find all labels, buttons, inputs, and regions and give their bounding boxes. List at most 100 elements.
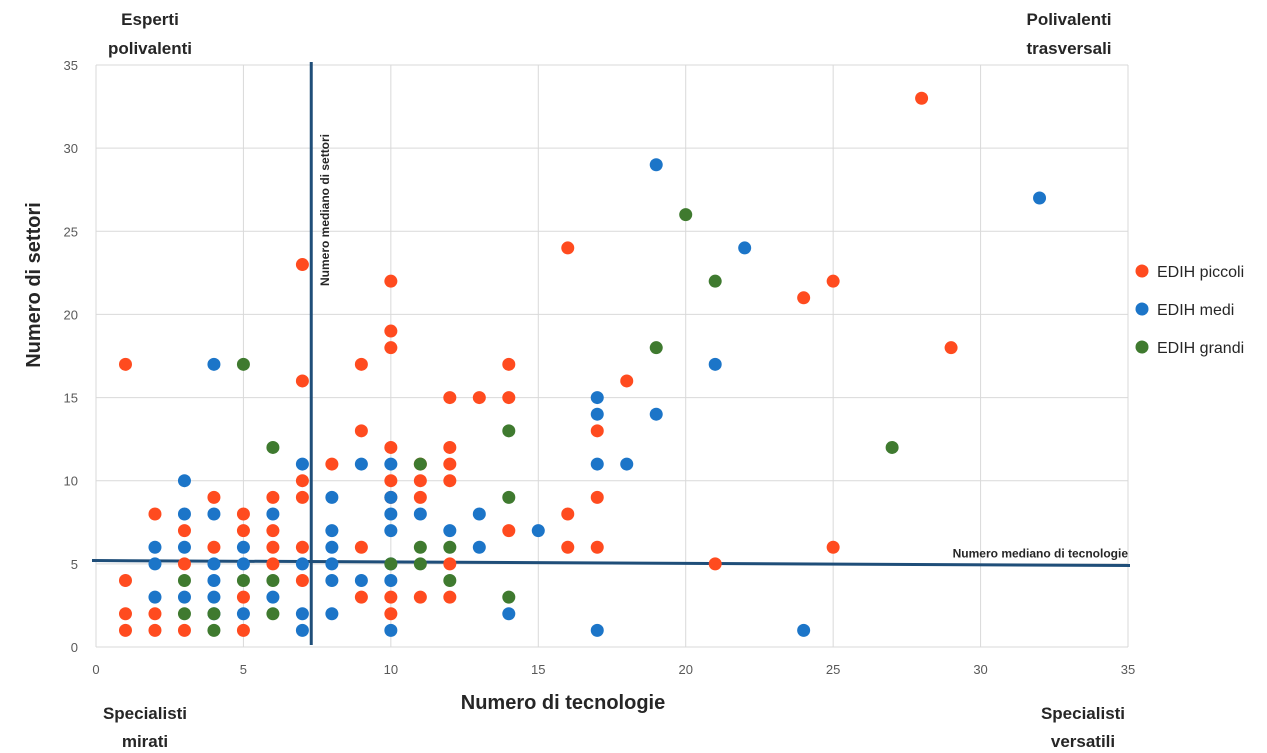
y-tick-label: 30 (64, 141, 78, 156)
data-point (296, 557, 309, 570)
data-point (178, 557, 191, 570)
data-point (414, 458, 427, 471)
data-point (178, 607, 191, 620)
data-point (325, 541, 338, 554)
data-point (1033, 192, 1046, 205)
data-point (296, 607, 309, 620)
legend-label: EDIH medi (1157, 302, 1234, 319)
y-axis-title: Numero di settori (23, 202, 45, 368)
data-point (384, 491, 397, 504)
data-point (591, 624, 604, 637)
data-point (827, 541, 840, 554)
data-point (502, 424, 515, 437)
data-point (296, 458, 309, 471)
x-axis-title: Numero di tecnologie (461, 692, 665, 714)
data-point (620, 374, 633, 387)
data-point (384, 607, 397, 620)
data-point (325, 607, 338, 620)
data-point (591, 491, 604, 504)
data-point (355, 358, 368, 371)
data-point (237, 591, 250, 604)
data-point (207, 574, 220, 587)
x-tick-label: 5 (240, 662, 247, 677)
data-point (650, 408, 663, 421)
legend-marker (1136, 303, 1149, 316)
data-point (178, 624, 191, 637)
data-point (650, 158, 663, 171)
data-point (738, 241, 751, 254)
data-point (384, 524, 397, 537)
data-point (325, 574, 338, 587)
data-point (266, 524, 279, 537)
legend-label: EDIH grandi (1157, 340, 1244, 357)
data-point (532, 524, 545, 537)
data-point (178, 474, 191, 487)
data-point (384, 458, 397, 471)
data-point (325, 491, 338, 504)
data-point (296, 374, 309, 387)
data-point (237, 624, 250, 637)
data-point (355, 591, 368, 604)
data-point (443, 541, 456, 554)
data-point (797, 624, 810, 637)
data-point (945, 341, 958, 354)
data-point (148, 507, 161, 520)
quadrant-bottom-left-line1: Specialisti (103, 704, 187, 723)
data-point (915, 92, 928, 105)
data-point (119, 624, 132, 637)
x-tick-label: 15 (531, 662, 545, 677)
x-tick-label: 20 (678, 662, 692, 677)
data-point (119, 607, 132, 620)
data-point (237, 541, 250, 554)
data-point (797, 291, 810, 304)
y-tick-label: 35 (64, 58, 78, 73)
data-point (502, 358, 515, 371)
data-point (502, 491, 515, 504)
data-point (443, 591, 456, 604)
data-point (296, 624, 309, 637)
data-point (237, 507, 250, 520)
data-point (296, 491, 309, 504)
data-point (148, 541, 161, 554)
data-point (355, 424, 368, 437)
x-tick-label: 35 (1121, 662, 1135, 677)
data-point (591, 391, 604, 404)
data-point (414, 591, 427, 604)
data-point (266, 507, 279, 520)
data-point (384, 325, 397, 338)
data-point (148, 624, 161, 637)
data-point (325, 458, 338, 471)
data-point (443, 441, 456, 454)
data-point (207, 507, 220, 520)
data-point (414, 557, 427, 570)
data-point (709, 275, 722, 288)
data-point (414, 541, 427, 554)
data-point (237, 358, 250, 371)
quadrant-bottom-right-line1: Specialisti (1041, 704, 1125, 723)
data-point (502, 591, 515, 604)
data-points (119, 92, 1046, 637)
data-point (207, 541, 220, 554)
data-point (178, 524, 191, 537)
data-point (886, 441, 899, 454)
data-point (384, 591, 397, 604)
data-point (296, 258, 309, 271)
data-point (709, 557, 722, 570)
data-point (591, 541, 604, 554)
quadrant-top-right-line2: trasversali (1026, 39, 1111, 58)
data-point (620, 458, 633, 471)
data-point (443, 574, 456, 587)
data-point (650, 341, 663, 354)
data-point (561, 541, 574, 554)
x-tick-label: 25 (826, 662, 840, 677)
data-point (266, 557, 279, 570)
data-point (355, 574, 368, 587)
data-point (591, 458, 604, 471)
data-point (325, 557, 338, 570)
data-point (709, 358, 722, 371)
data-point (384, 441, 397, 454)
y-tick-label: 0 (71, 640, 78, 655)
data-point (207, 607, 220, 620)
data-point (591, 408, 604, 421)
y-tick-label: 10 (64, 474, 78, 489)
